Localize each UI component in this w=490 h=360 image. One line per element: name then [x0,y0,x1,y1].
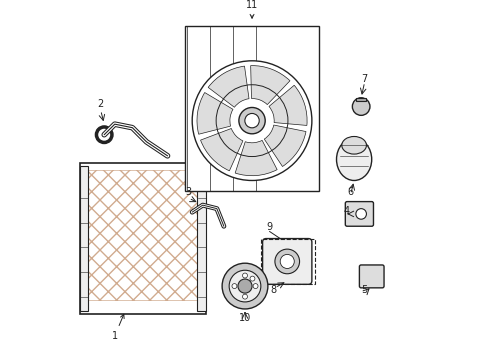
Text: 2: 2 [98,99,104,109]
Bar [356,98,367,101]
Text: 1: 1 [112,314,124,341]
Circle shape [232,284,237,289]
FancyBboxPatch shape [359,265,384,288]
Circle shape [352,98,370,115]
Ellipse shape [342,136,367,154]
Wedge shape [264,125,306,167]
Circle shape [238,279,252,293]
Circle shape [192,61,312,180]
Bar [197,166,206,311]
Circle shape [275,249,299,274]
Circle shape [280,255,294,269]
Bar [261,239,316,284]
Text: 11: 11 [246,0,258,18]
FancyBboxPatch shape [263,239,312,284]
Text: 9: 9 [267,222,273,232]
Bar [185,26,319,191]
Wedge shape [200,129,243,171]
Text: 4: 4 [344,206,350,216]
Wedge shape [208,66,249,107]
Bar [88,170,197,300]
Circle shape [229,270,261,302]
Wedge shape [251,66,290,105]
Circle shape [245,113,259,128]
Ellipse shape [337,138,372,180]
Circle shape [250,276,255,281]
FancyBboxPatch shape [345,202,373,226]
Circle shape [222,263,268,309]
Circle shape [243,273,247,278]
Circle shape [356,209,367,219]
Bar [79,166,88,311]
Circle shape [253,284,258,289]
Text: 5: 5 [362,285,368,295]
Circle shape [99,130,109,140]
Text: 6: 6 [347,186,354,197]
Circle shape [96,126,113,144]
Bar [79,163,206,314]
Text: 8: 8 [270,285,276,295]
Text: 3: 3 [186,186,192,197]
Circle shape [243,294,247,299]
Circle shape [239,108,265,134]
Wedge shape [197,93,233,134]
Wedge shape [269,85,307,125]
Text: 10: 10 [239,313,251,323]
Wedge shape [235,140,277,176]
Text: 7: 7 [362,74,368,84]
